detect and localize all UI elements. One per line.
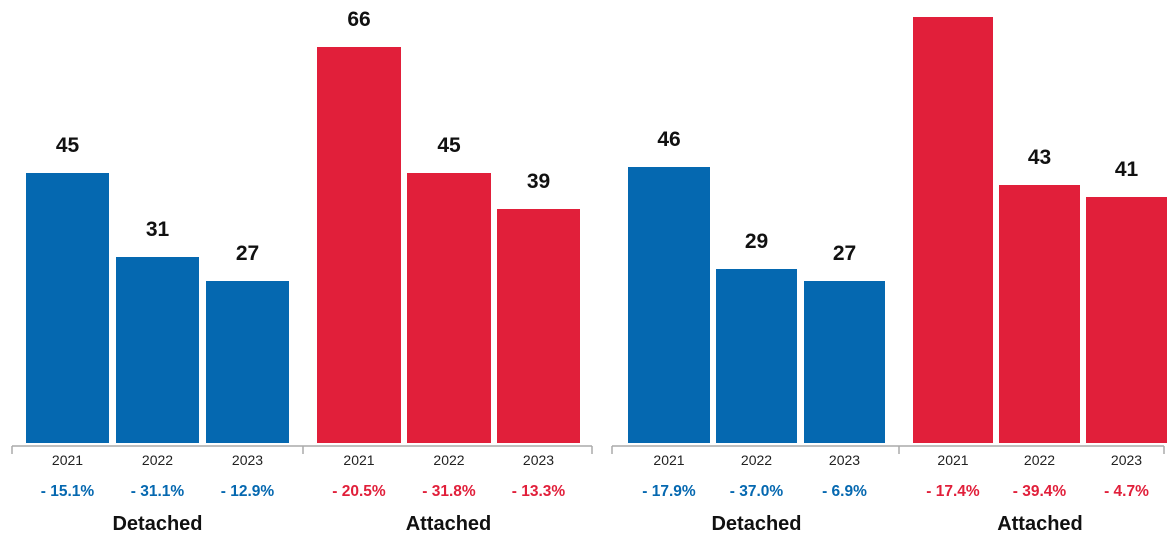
category-label-attached: Attached <box>997 513 1083 535</box>
data-label: 31 <box>146 218 170 241</box>
bar-attached-2021 <box>317 47 401 443</box>
year-tick-label: 2023 <box>1111 452 1142 468</box>
bar-detached-2021 <box>26 173 109 443</box>
data-label: 27 <box>833 242 856 265</box>
chart-panel-1: 45 2021 - 15.1% 31 2022 - 31.1% 27 2023 - 12.9% D… <box>11 8 593 535</box>
bar-attached-2022 <box>407 173 491 443</box>
data-label: 71 <box>941 0 965 1</box>
data-label: 45 <box>437 134 461 157</box>
change-label: - 6.9% <box>822 483 867 500</box>
year-tick-label: 2023 <box>523 452 554 468</box>
year-tick-label: 2021 <box>653 452 684 468</box>
bar-attached-2022 <box>999 185 1080 443</box>
data-label: 66 <box>347 8 370 31</box>
data-label: 27 <box>236 242 259 265</box>
bar-detached-2021 <box>628 167 710 443</box>
bar-detached-2022 <box>716 269 797 443</box>
year-tick-label: 2023 <box>829 452 860 468</box>
data-label: 46 <box>657 128 680 151</box>
bar-detached-2023 <box>804 281 885 443</box>
bar-detached-2023 <box>206 281 289 443</box>
data-label: 45 <box>56 134 80 157</box>
bar-attached-2023 <box>497 209 580 443</box>
year-tick-label: 2022 <box>433 452 464 468</box>
change-label: - 15.1% <box>41 483 95 500</box>
data-label: 29 <box>745 230 768 253</box>
change-label: - 31.1% <box>131 483 185 500</box>
year-tick-label: 2022 <box>741 452 772 468</box>
change-label: - 17.4% <box>926 483 980 500</box>
data-label: 39 <box>527 170 550 193</box>
category-label-detached: Detached <box>112 513 202 535</box>
bar-attached-2023 <box>1086 197 1167 443</box>
data-label: 41 <box>1115 158 1139 181</box>
year-tick-label: 2023 <box>232 452 263 468</box>
data-label: 43 <box>1028 146 1051 169</box>
year-tick-label: 2022 <box>142 452 173 468</box>
change-label: - 17.9% <box>642 483 696 500</box>
change-label: - 13.3% <box>512 483 566 500</box>
change-label: - 20.5% <box>332 483 386 500</box>
change-label: - 39.4% <box>1013 483 1067 500</box>
change-label: - 12.9% <box>221 483 275 500</box>
category-label-attached: Attached <box>406 513 492 535</box>
bar-attached-2021 <box>913 17 993 443</box>
change-label: - 31.8% <box>422 483 476 500</box>
chart-panel-2: 46 2021 - 17.9% 29 2022 - 37.0% 27 2023 - 6.9% De… <box>611 0 1167 535</box>
change-label: - 37.0% <box>730 483 784 500</box>
bar-detached-2022 <box>116 257 199 443</box>
year-tick-label: 2021 <box>937 452 968 468</box>
category-label-detached: Detached <box>711 513 801 535</box>
year-tick-label: 2022 <box>1024 452 1055 468</box>
change-label: - 4.7% <box>1104 483 1149 500</box>
year-tick-label: 2021 <box>343 452 374 468</box>
year-tick-label: 2021 <box>52 452 83 468</box>
